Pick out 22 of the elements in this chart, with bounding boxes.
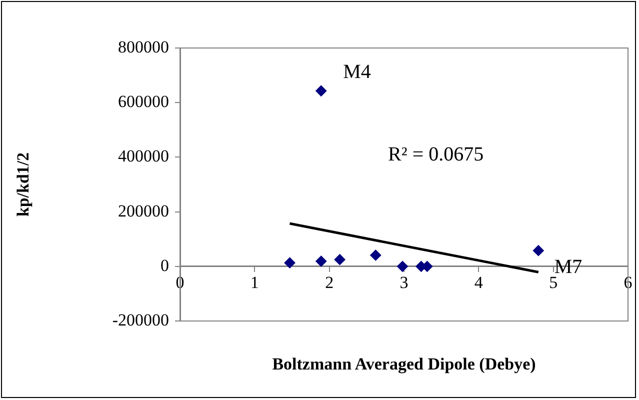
point: [397, 260, 408, 272]
point: [532, 245, 544, 256]
point: [370, 250, 382, 261]
point: [284, 257, 296, 268]
x-tick-label: 3: [400, 273, 408, 292]
x-axis-title: Boltzmann Averaged Dipole (Debye): [272, 354, 536, 374]
y-tick-label: 200000: [118, 201, 169, 220]
point: [316, 85, 327, 96]
x-tick-label: 4: [474, 273, 484, 292]
point: [334, 254, 346, 266]
annotation: R² = 0.0675: [388, 143, 484, 166]
x-tick-label: 6: [624, 273, 632, 292]
y-tick-label: 800000: [118, 37, 169, 56]
x-tick-label: 1: [250, 273, 259, 292]
x-tick-label: 2: [325, 273, 334, 292]
point: [316, 256, 327, 267]
y-tick-label: 400000: [118, 146, 169, 166]
y-tick-label: 0: [160, 256, 169, 275]
annotation: M4: [343, 61, 371, 84]
y-axis-title: kp/kd1/2: [14, 152, 33, 217]
y-tick-label: -200000: [112, 310, 169, 330]
y-tick-label: 600000: [118, 92, 169, 112]
